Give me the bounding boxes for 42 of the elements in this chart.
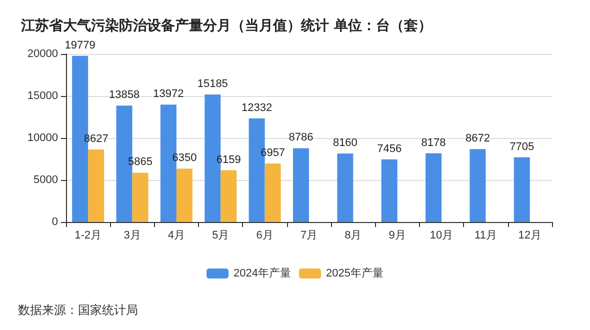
x-tick-label: 10月	[430, 230, 454, 242]
bar	[470, 149, 486, 222]
source-note: 数据来源：国家统计局	[18, 303, 138, 317]
x-tick-label: 4月	[168, 230, 186, 242]
chart-title: 江苏省大气污染防治设备产量分月（当月值）统计 单位：台（套）	[20, 17, 432, 34]
y-tick-label: 20000	[27, 48, 58, 60]
x-tick-label: 12月	[518, 230, 542, 242]
data-label: 19779	[64, 39, 96, 52]
x-tick-label: 11月	[474, 230, 497, 242]
bar	[293, 148, 309, 222]
data-label: 8160	[332, 136, 358, 149]
x-tick-label: 9月	[388, 230, 406, 242]
x-tick-label: 1-2月	[74, 230, 102, 242]
data-label: 13972	[153, 88, 184, 100]
bar	[514, 157, 530, 222]
bar	[132, 172, 148, 222]
data-label: 15185	[197, 78, 228, 90]
y-tick-label: 0	[52, 216, 58, 228]
legend-label: 2024年产量	[234, 266, 292, 280]
bar	[88, 150, 104, 222]
x-tick-label: 5月	[212, 230, 230, 242]
data-label: 8672	[465, 132, 490, 145]
bar	[176, 168, 192, 222]
data-label: 13858	[108, 89, 140, 102]
x-tick-label: 8月	[344, 230, 362, 242]
data-label: 7456	[377, 142, 402, 155]
x-tick-label: 6月	[256, 230, 274, 242]
bar	[220, 170, 237, 222]
bar	[381, 159, 398, 222]
data-label: 8178	[421, 136, 446, 149]
x-tick-label: 3月	[124, 230, 141, 242]
x-tick-label: 7月	[300, 230, 318, 242]
bar	[337, 153, 354, 222]
data-label: 8786	[288, 132, 314, 144]
y-tick-label: 5000	[34, 174, 58, 186]
data-label: 7705	[510, 140, 534, 153]
legend-label: 2025年产量	[326, 266, 384, 280]
data-label: 12332	[242, 102, 272, 114]
bar	[426, 153, 442, 222]
bar	[264, 164, 281, 222]
y-tick-label: 15000	[27, 90, 58, 102]
y-tick-label: 10000	[27, 132, 58, 144]
